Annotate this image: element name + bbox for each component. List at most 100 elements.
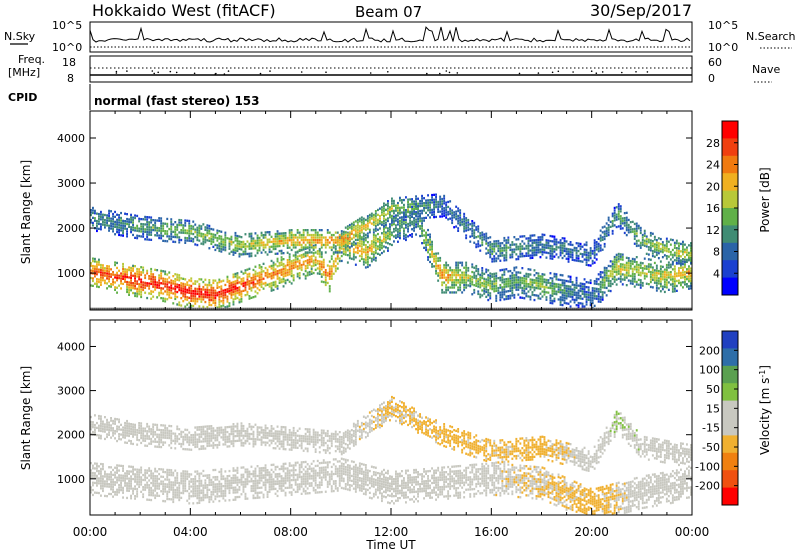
power-echo-cell bbox=[603, 242, 606, 246]
power-echo-cell bbox=[276, 260, 279, 263]
power-echo-cell bbox=[170, 284, 173, 287]
power-echo-cell bbox=[190, 227, 193, 230]
power-echo-cell bbox=[166, 230, 169, 233]
power-echo-cell bbox=[102, 266, 104, 269]
power-echo-cell bbox=[523, 242, 526, 245]
power-echo-cell bbox=[407, 210, 409, 214]
velocity-echo-cell bbox=[94, 477, 96, 480]
power-echo-cell bbox=[389, 238, 391, 241]
power-echo-cell bbox=[657, 269, 660, 273]
power-echo-cell bbox=[156, 234, 159, 237]
velocity-echo-cell bbox=[136, 495, 139, 498]
ground-scatter-cell bbox=[385, 307, 387, 310]
power-echo-cell bbox=[126, 290, 128, 294]
power-echo-cell bbox=[577, 244, 580, 248]
power-echo-cell bbox=[326, 281, 329, 285]
power-echo-cell bbox=[130, 279, 132, 282]
power-echo-cell bbox=[669, 266, 672, 269]
power-echo-cell bbox=[493, 285, 496, 288]
power-echo-cell bbox=[208, 293, 211, 297]
power-echo-cell bbox=[561, 279, 564, 282]
ground-scatter-cell bbox=[194, 307, 197, 310]
power-echo-cell bbox=[162, 282, 165, 285]
power-echo-cell bbox=[128, 223, 130, 226]
power-echo-cell bbox=[260, 280, 263, 284]
power-echo-cell bbox=[260, 273, 263, 276]
power-echo-cell bbox=[282, 265, 285, 268]
power-echo-cell bbox=[282, 262, 285, 266]
power-echo-cell bbox=[348, 236, 351, 239]
power-echo-cell bbox=[96, 224, 98, 228]
power-echo-cell bbox=[577, 296, 580, 300]
power-echo-cell bbox=[302, 236, 305, 239]
ground-scatter-cell bbox=[212, 307, 215, 310]
power-echo-cell bbox=[431, 250, 433, 253]
power-echo-cell bbox=[186, 296, 189, 299]
power-echo-cell bbox=[240, 297, 243, 301]
power-echo-cell bbox=[485, 280, 488, 284]
ground-scatter-cell bbox=[306, 307, 309, 310]
power-echo-cell bbox=[541, 273, 544, 276]
power-echo-cell bbox=[399, 219, 401, 222]
power-echo-cell bbox=[545, 251, 548, 254]
power-echo-cell bbox=[260, 251, 263, 254]
power-echo-cell bbox=[186, 298, 189, 301]
power-echo-cell bbox=[483, 287, 486, 290]
power-echo-cell bbox=[264, 243, 267, 246]
velocity-echo-cell bbox=[100, 467, 102, 471]
power-echo-cell bbox=[625, 271, 628, 274]
power-echo-cell bbox=[150, 280, 153, 283]
power-echo-cell bbox=[409, 214, 411, 217]
power-echo-cell bbox=[352, 226, 355, 229]
power-echo-cell bbox=[682, 276, 684, 279]
beam-label: Beam 07 bbox=[355, 3, 422, 21]
power-echo-cell bbox=[653, 243, 656, 246]
power-echo-cell bbox=[268, 285, 271, 288]
power-echo-cell bbox=[136, 295, 139, 298]
power-echo-cell bbox=[250, 232, 253, 235]
power-echo-cell bbox=[348, 254, 351, 257]
power-echo-cell bbox=[148, 231, 151, 234]
power-echo-cell bbox=[511, 248, 514, 251]
velocity-echo-cell bbox=[94, 472, 96, 475]
ground-scatter-cell bbox=[443, 307, 446, 310]
power-echo-cell bbox=[258, 249, 261, 252]
power-echo-cell bbox=[411, 198, 413, 201]
ground-scatter-cell bbox=[90, 307, 92, 310]
power-echo-cell bbox=[112, 222, 114, 226]
power-echo-cell bbox=[549, 244, 552, 248]
power-echo-cell bbox=[503, 278, 506, 281]
power-echo-cell bbox=[224, 234, 227, 237]
power-echo-cell bbox=[669, 258, 672, 261]
power-echo-cell bbox=[152, 275, 155, 278]
power-echo-cell bbox=[535, 286, 538, 290]
power-echo-cell bbox=[559, 246, 562, 249]
power-echo-cell bbox=[651, 278, 654, 281]
power-echo-cell bbox=[595, 290, 598, 293]
power-echo-cell bbox=[252, 281, 255, 284]
power-echo-cell bbox=[599, 234, 602, 237]
velocity-echo-cell bbox=[92, 474, 94, 477]
power-echo-cell bbox=[346, 225, 349, 228]
power-echo-cell bbox=[389, 208, 391, 211]
freq-dot bbox=[115, 72, 118, 74]
power-echo-cell bbox=[535, 279, 538, 282]
power-echo-cell bbox=[507, 270, 510, 273]
power-echo-cell bbox=[212, 301, 215, 304]
power-echo-cell bbox=[589, 257, 592, 260]
power-echo-cell bbox=[435, 205, 437, 209]
power-echo-cell bbox=[258, 274, 261, 277]
power-echo-cell bbox=[389, 225, 391, 228]
power-echo-cell bbox=[202, 240, 205, 243]
power-echo-cell bbox=[362, 220, 365, 223]
power-echo-cell bbox=[284, 241, 287, 245]
power-echo-cell bbox=[242, 253, 245, 256]
power-echo-cell bbox=[184, 278, 187, 281]
power-echo-cell bbox=[140, 222, 143, 226]
power-echo-cell bbox=[441, 202, 444, 206]
power-echo-cell bbox=[539, 282, 542, 285]
power-echo-cell bbox=[601, 291, 604, 294]
power-echo-cell bbox=[597, 295, 600, 298]
power-echo-cell bbox=[405, 209, 407, 212]
power-echo-cell bbox=[96, 285, 98, 288]
